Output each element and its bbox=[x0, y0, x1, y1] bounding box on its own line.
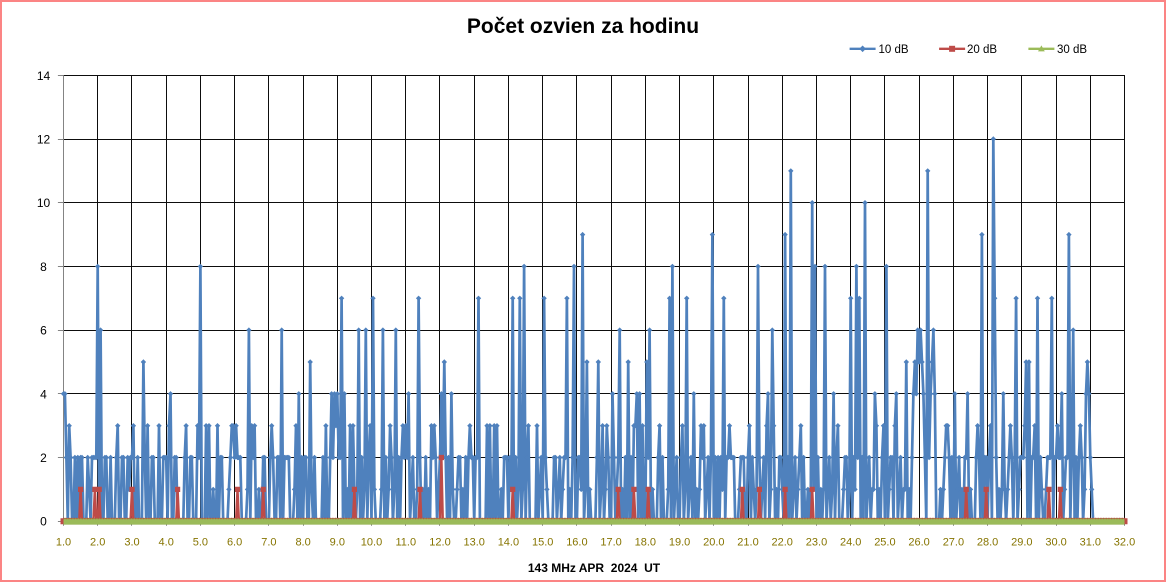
svg-text:24.0: 24.0 bbox=[840, 537, 861, 549]
svg-text:0: 0 bbox=[40, 515, 47, 529]
svg-text:5.0: 5.0 bbox=[193, 537, 208, 549]
svg-text:14: 14 bbox=[37, 69, 51, 83]
svg-text:23.0: 23.0 bbox=[806, 537, 827, 549]
svg-text:31.0: 31.0 bbox=[1080, 537, 1101, 549]
svg-text:10.0: 10.0 bbox=[361, 537, 382, 549]
svg-text:1.0: 1.0 bbox=[56, 537, 71, 549]
svg-text:15.0: 15.0 bbox=[532, 537, 553, 549]
svg-text:8: 8 bbox=[40, 260, 47, 274]
svg-text:32.0: 32.0 bbox=[1114, 537, 1135, 549]
svg-text:143 MHz APR 2024 UT: 143 MHz APR 2024 UT bbox=[528, 561, 661, 575]
svg-text:2: 2 bbox=[40, 451, 47, 465]
svg-text:4: 4 bbox=[40, 387, 47, 401]
svg-text:29.0: 29.0 bbox=[1011, 537, 1032, 549]
svg-text:30 dB: 30 dB bbox=[1057, 44, 1087, 56]
svg-text:3.0: 3.0 bbox=[124, 537, 139, 549]
svg-text:4.0: 4.0 bbox=[159, 537, 174, 549]
svg-text:22.0: 22.0 bbox=[771, 537, 792, 549]
svg-text:7.0: 7.0 bbox=[261, 537, 276, 549]
svg-text:14.0: 14.0 bbox=[498, 537, 519, 549]
svg-text:9.0: 9.0 bbox=[330, 537, 345, 549]
svg-text:25.0: 25.0 bbox=[874, 537, 895, 549]
svg-text:19.0: 19.0 bbox=[669, 537, 690, 549]
svg-text:6.0: 6.0 bbox=[227, 537, 242, 549]
svg-text:18.0: 18.0 bbox=[635, 537, 656, 549]
svg-text:27.0: 27.0 bbox=[943, 537, 964, 549]
svg-text:20.0: 20.0 bbox=[703, 537, 724, 549]
svg-text:12.0: 12.0 bbox=[429, 537, 450, 549]
svg-text:Počet ozvien za hodinu: Počet ozvien za hodinu bbox=[467, 15, 699, 38]
svg-text:20 dB: 20 dB bbox=[967, 44, 997, 56]
svg-text:12: 12 bbox=[37, 133, 51, 147]
svg-text:30.0: 30.0 bbox=[1045, 537, 1066, 549]
svg-text:17.0: 17.0 bbox=[600, 537, 621, 549]
svg-text:2.0: 2.0 bbox=[90, 537, 105, 549]
svg-text:21.0: 21.0 bbox=[737, 537, 758, 549]
svg-text:6: 6 bbox=[40, 324, 47, 338]
svg-text:26.0: 26.0 bbox=[908, 537, 929, 549]
svg-text:13.0: 13.0 bbox=[463, 537, 484, 549]
svg-text:16.0: 16.0 bbox=[566, 537, 587, 549]
svg-text:8.0: 8.0 bbox=[295, 537, 310, 549]
svg-text:10: 10 bbox=[37, 196, 51, 210]
svg-text:28.0: 28.0 bbox=[977, 537, 998, 549]
svg-text:10 dB: 10 dB bbox=[879, 44, 909, 56]
svg-text:11.0: 11.0 bbox=[396, 537, 417, 549]
